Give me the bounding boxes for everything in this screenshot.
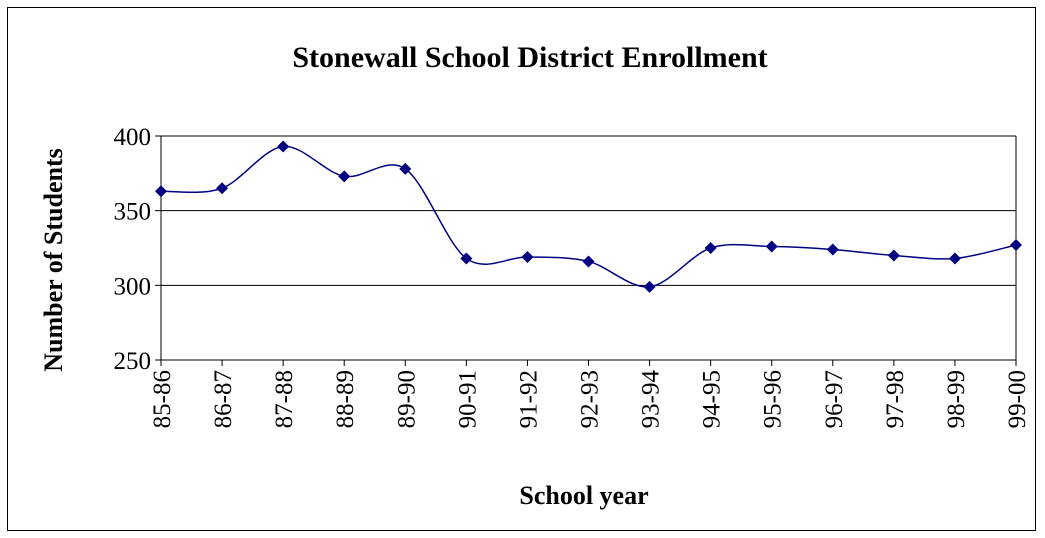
y-axis-label: Number of Students: [39, 148, 68, 371]
data-point-88-89: [338, 170, 351, 183]
x-tick-label: 99-00: [1004, 370, 1031, 428]
x-tick-label: 85-86: [149, 370, 176, 428]
data-point-87-88: [277, 140, 290, 153]
x-tick-label: 90-91: [454, 370, 481, 428]
data-point-92-93: [582, 255, 595, 268]
x-tick-label: 95-96: [760, 370, 787, 428]
x-tick-label: 97-98: [882, 370, 909, 428]
x-axis-label: School year: [519, 481, 648, 510]
y-tick-label: 300: [114, 273, 152, 300]
y-tick-label: 350: [114, 199, 152, 226]
x-tick-label: 93-94: [638, 370, 665, 429]
data-point-91-92: [521, 250, 534, 263]
data-point-99-00: [1010, 239, 1022, 252]
data-point-95-96: [765, 240, 778, 253]
x-tick-labels: 85-86 86-87 87-88 88-89 89-90 90-91 91-92 92-93…: [149, 370, 1031, 429]
series-line: [160, 145, 1017, 288]
x-tick-label: 98-99: [943, 370, 970, 428]
data-point-96-97: [826, 243, 839, 256]
data-point-93-94: [643, 280, 656, 293]
data-point-98-99: [948, 252, 961, 265]
data-point-90-91: [460, 252, 473, 265]
y-tick-label: 400: [114, 124, 152, 151]
data-point-94-95: [704, 242, 717, 254]
data-point-97-98: [887, 249, 900, 262]
data-point-86-87: [216, 182, 229, 195]
x-tick-label: 89-90: [393, 370, 420, 428]
y-tick-labels: 250 300 350 400: [114, 124, 152, 375]
x-tick-label: 91-92: [515, 370, 542, 428]
x-tick-label: 88-89: [332, 370, 359, 428]
x-tick-label: 92-93: [577, 370, 604, 428]
series: [155, 140, 1022, 293]
x-tick-label: 87-88: [271, 370, 298, 428]
x-tick-label: 86-87: [210, 370, 237, 428]
chart-frame: [7, 7, 1036, 531]
x-tick-label: 94-95: [699, 370, 726, 428]
axes: [155, 135, 1017, 366]
data-point-89-90: [399, 162, 412, 175]
chart-title: Stonewall School District Enrollment: [292, 41, 767, 74]
y-tick-label: 250: [114, 348, 152, 375]
gridlines: [161, 135, 1016, 286]
x-tick-label: 96-97: [821, 370, 848, 428]
data-point-85-86: [155, 185, 167, 198]
